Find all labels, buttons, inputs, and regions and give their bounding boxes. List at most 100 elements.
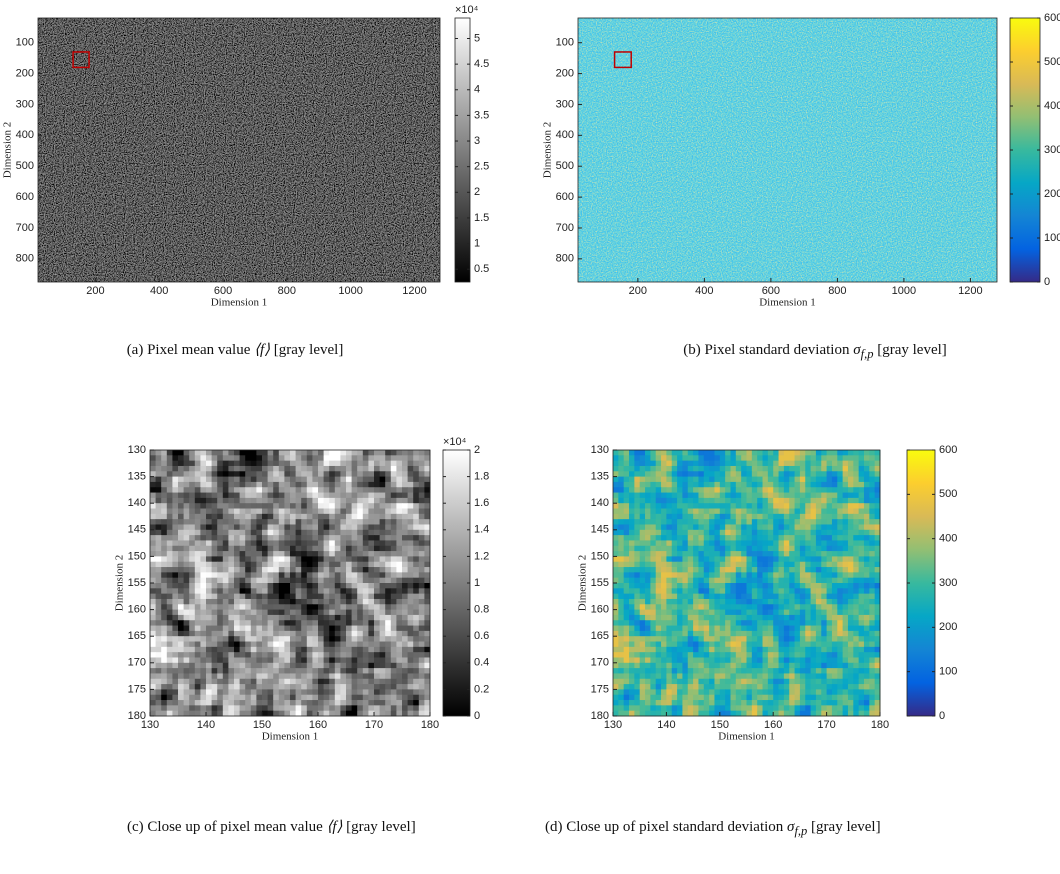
image-cell	[245, 481, 252, 488]
image-cell	[301, 487, 308, 493]
image-cell	[166, 460, 173, 467]
image-cell	[312, 689, 319, 696]
image-cell	[262, 646, 268, 653]
image-cell	[650, 636, 657, 642]
image-cell	[634, 497, 641, 504]
image-cell	[273, 535, 280, 541]
image-cell	[773, 657, 779, 664]
image-cell	[618, 662, 625, 669]
image-cell	[709, 535, 715, 541]
image-cell	[256, 572, 263, 579]
image-cell	[853, 652, 860, 658]
image-cell	[262, 710, 268, 717]
image-cell	[329, 567, 336, 573]
image-cell	[379, 657, 386, 664]
image-cell	[778, 652, 785, 658]
image-cell	[368, 535, 375, 541]
image-cell	[357, 540, 364, 547]
image-cell	[267, 465, 274, 472]
image-cell	[374, 465, 380, 472]
image-cell	[407, 604, 414, 610]
image-cell	[267, 604, 274, 610]
image-cell	[178, 455, 184, 462]
image-cell	[725, 535, 731, 541]
image-cell	[874, 497, 881, 504]
image-cell	[407, 508, 414, 515]
image-cell	[239, 646, 246, 653]
image-cell	[256, 710, 263, 717]
image-cell	[671, 583, 678, 589]
image-cell	[228, 684, 235, 690]
image-cell	[762, 673, 769, 680]
image-cell	[645, 508, 651, 515]
image-cell	[650, 524, 657, 531]
image-cell	[183, 678, 190, 685]
image-cell	[815, 598, 822, 605]
image-cell	[256, 593, 263, 600]
image-cell	[396, 476, 403, 483]
image-cell	[351, 497, 358, 504]
image-cell	[645, 529, 651, 536]
image-cell	[719, 540, 726, 547]
image-cell	[290, 593, 296, 600]
image-cell	[329, 460, 336, 467]
image-cell	[709, 646, 715, 653]
image-cell	[278, 673, 285, 680]
image-cell	[301, 519, 308, 525]
image-cell	[639, 481, 646, 488]
image-cell	[155, 673, 162, 680]
image-cell	[799, 668, 806, 674]
image-cell	[334, 657, 341, 664]
image-cell	[831, 630, 838, 637]
image-cell	[730, 450, 737, 456]
image-cell	[847, 471, 854, 477]
image-cell	[703, 519, 710, 525]
y-tick-label: 800	[556, 253, 574, 265]
image-cell	[200, 503, 207, 509]
image-cell	[267, 710, 274, 717]
image-cell	[682, 684, 689, 690]
image-cell	[172, 641, 179, 648]
image-cell	[262, 556, 268, 563]
image-cell	[306, 561, 313, 568]
image-cell	[150, 646, 156, 653]
image-cell	[613, 503, 619, 509]
image-cell	[385, 630, 392, 637]
image-cell	[284, 604, 291, 610]
image-cell	[284, 577, 291, 584]
image-cell	[239, 572, 246, 579]
image-cell	[295, 673, 302, 680]
image-cell	[853, 668, 860, 674]
image-cell	[677, 593, 683, 600]
image-cell	[778, 657, 785, 664]
image-cell	[396, 609, 403, 616]
image-cell	[161, 598, 168, 605]
image-cell	[396, 588, 403, 595]
image-cell	[730, 476, 737, 483]
image-cell	[318, 497, 324, 504]
image-cell	[351, 710, 358, 717]
image-cell	[340, 609, 347, 616]
image-cell	[639, 673, 646, 680]
image-cell	[334, 641, 341, 648]
image-cell	[250, 524, 257, 531]
image-cell	[687, 497, 694, 504]
image-cell	[693, 535, 699, 541]
image-cell	[719, 684, 726, 690]
image-cell	[735, 513, 742, 520]
image-cell	[799, 465, 806, 472]
image-cell	[172, 465, 179, 472]
image-cell	[217, 529, 224, 536]
image-cell	[256, 689, 263, 696]
image-cell	[413, 471, 420, 477]
image-cell	[189, 630, 196, 637]
image-cell	[234, 556, 240, 563]
image-cell	[189, 705, 196, 712]
image-cell	[150, 598, 156, 605]
image-cell	[250, 556, 257, 563]
image-cell	[161, 630, 168, 637]
image-cell	[703, 476, 710, 483]
x-tick-label: 600	[762, 285, 780, 297]
image-cell	[295, 471, 302, 477]
image-cell	[189, 561, 196, 568]
